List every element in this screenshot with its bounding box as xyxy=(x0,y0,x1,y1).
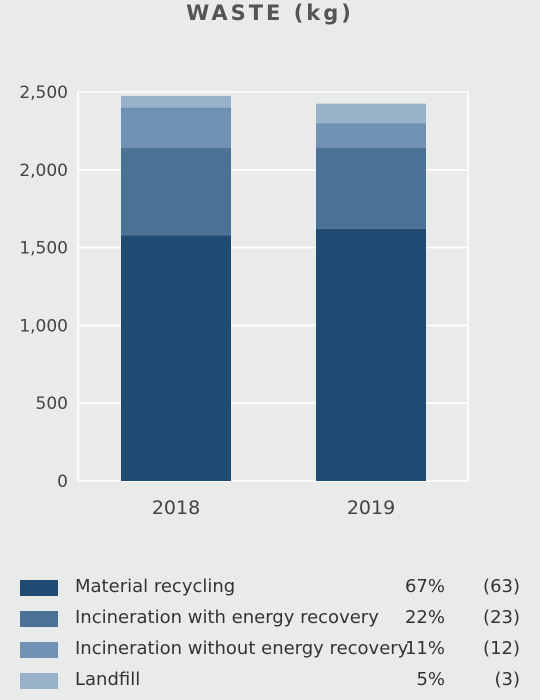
legend-item-landfill: Landfill 5% (3) xyxy=(0,665,540,693)
y-tick-label: 1,500 xyxy=(19,239,68,259)
legend-previous-value: (63) xyxy=(483,576,520,597)
legend-swatch xyxy=(20,611,58,627)
legend-item-incineration-without-energy-recovery: Incineration without energy recovery 11%… xyxy=(0,634,540,662)
legend-percent: 22% xyxy=(404,607,445,628)
legend-percent: 11% xyxy=(404,638,445,659)
bar-segment-2-2018 xyxy=(121,107,231,149)
bar-segment-1-2019 xyxy=(316,148,426,229)
bar-segment-0-2019 xyxy=(316,228,426,481)
stacked-bar-chart: 0 500 1,000 1,500 2,000 2,500 2018 2019 xyxy=(19,83,469,519)
legend-percent: 67% xyxy=(404,576,445,597)
y-tick-label: 2,000 xyxy=(19,161,68,181)
legend-label: Landfill xyxy=(75,669,141,690)
legend-label: Incineration with energy recovery xyxy=(75,607,379,628)
legend-item-material-recycling: Material recycling 67% (63) xyxy=(0,572,540,600)
legend-previous-value: (3) xyxy=(494,669,521,690)
legend-label: Material recycling xyxy=(75,576,236,597)
bar-segment-3-2018 xyxy=(121,95,231,108)
x-tick-label: 2018 xyxy=(152,497,200,519)
legend-item-incineration-with-energy-recovery: Incineration with energy recovery 22% (2… xyxy=(0,603,540,631)
bar-segment-0-2018 xyxy=(121,235,231,481)
bar-segment-2-2019 xyxy=(316,123,426,149)
legend-swatch xyxy=(20,673,58,689)
legend-label: Incineration without energy recovery xyxy=(75,638,409,659)
legend-previous-value: (23) xyxy=(483,607,520,628)
chart-title: WASTE (kg) xyxy=(186,1,354,25)
bar-segment-1-2018 xyxy=(121,148,231,236)
legend-swatch xyxy=(20,580,58,596)
bar-segment-3-2019 xyxy=(316,103,426,124)
x-tick-label: 2019 xyxy=(347,497,395,519)
legend-swatch xyxy=(20,642,58,658)
legend-percent: 5% xyxy=(416,669,445,690)
y-tick-label: 500 xyxy=(36,394,68,414)
y-tick-label: 0 xyxy=(57,472,68,492)
y-tick-label: 2,500 xyxy=(19,83,68,103)
legend-previous-value: (12) xyxy=(483,638,520,659)
y-tick-label: 1,000 xyxy=(19,316,68,336)
